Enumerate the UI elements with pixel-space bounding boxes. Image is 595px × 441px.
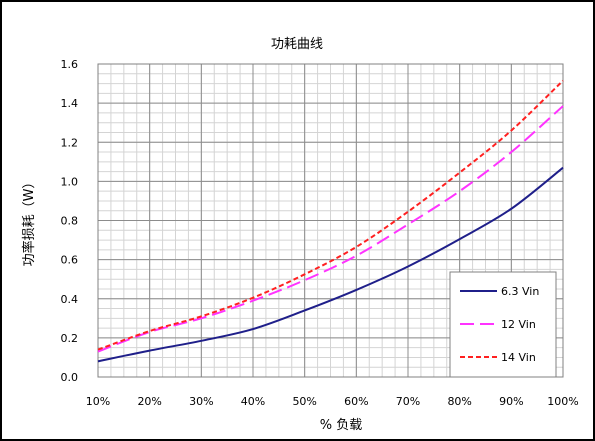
x-axis-title: % 负载 bbox=[320, 418, 363, 433]
data-point bbox=[303, 273, 305, 275]
data-point bbox=[458, 190, 460, 192]
data-point bbox=[148, 349, 150, 351]
x-tick-label: 80% bbox=[447, 395, 471, 408]
data-point bbox=[510, 208, 512, 210]
y-tick-label: 0.0 bbox=[61, 371, 79, 384]
data-point bbox=[252, 300, 254, 302]
x-tick-label: 40% bbox=[241, 395, 265, 408]
data-point bbox=[562, 105, 564, 107]
y-axis-title: 功率损耗（W） bbox=[21, 176, 37, 267]
data-point bbox=[458, 238, 460, 240]
series-line bbox=[97, 79, 564, 351]
legend-label: 6.3 Vin bbox=[501, 285, 539, 298]
legend: 6.3 Vin 12 Vin 14 Vin bbox=[449, 271, 557, 378]
data-point bbox=[355, 255, 357, 257]
plot-border bbox=[97, 63, 564, 378]
x-tick-label: 30% bbox=[189, 395, 213, 408]
x-tick-label: 50% bbox=[292, 395, 316, 408]
data-point bbox=[562, 166, 564, 168]
data-point bbox=[407, 265, 409, 267]
x-axis-ticks: 10% 20% 30% 40% 50% 60% 70% 80% 90% 100% bbox=[86, 395, 579, 408]
y-tick-label: 0.6 bbox=[61, 254, 79, 267]
data-point bbox=[303, 309, 305, 311]
data-point bbox=[355, 246, 357, 248]
y-tick-label: 1.4 bbox=[61, 97, 79, 110]
series-line bbox=[97, 105, 564, 353]
data-point bbox=[303, 279, 305, 281]
data-point bbox=[407, 210, 409, 212]
y-tick-label: 0.8 bbox=[61, 215, 79, 228]
series-12-vin bbox=[97, 105, 564, 353]
y-tick-label: 1.0 bbox=[61, 175, 79, 188]
x-tick-label: 90% bbox=[499, 395, 523, 408]
x-tick-label: 100% bbox=[547, 395, 578, 408]
data-point bbox=[252, 328, 254, 330]
series-6-3-vin bbox=[97, 166, 564, 363]
data-point bbox=[355, 289, 357, 291]
chart-title: 功耗曲线 bbox=[271, 37, 323, 52]
data-point bbox=[97, 348, 99, 350]
data-point bbox=[200, 315, 202, 317]
data-point bbox=[510, 151, 512, 153]
data-point bbox=[407, 223, 409, 225]
y-tick-label: 0.4 bbox=[61, 293, 79, 306]
y-tick-label: 1.6 bbox=[61, 58, 79, 71]
legend-label: 14 Vin bbox=[501, 351, 536, 364]
x-tick-label: 10% bbox=[86, 395, 110, 408]
series-layer bbox=[97, 79, 564, 363]
x-tick-label: 20% bbox=[137, 395, 161, 408]
series-14-vin bbox=[97, 79, 564, 351]
data-point bbox=[252, 297, 254, 299]
data-point bbox=[97, 360, 99, 362]
x-tick-label: 70% bbox=[396, 395, 420, 408]
data-point bbox=[458, 171, 460, 173]
legend-label: 12 Vin bbox=[501, 318, 536, 331]
y-axis-ticks: 0.0 0.2 0.4 0.6 0.8 1.0 1.2 1.4 1.6 bbox=[61, 58, 79, 384]
data-point bbox=[200, 340, 202, 342]
x-tick-label: 60% bbox=[344, 395, 368, 408]
series-line bbox=[97, 166, 564, 363]
y-tick-label: 0.2 bbox=[61, 332, 79, 345]
data-point bbox=[148, 330, 150, 332]
data-point bbox=[562, 79, 564, 81]
y-tick-label: 1.2 bbox=[61, 136, 79, 149]
data-point bbox=[510, 129, 512, 131]
